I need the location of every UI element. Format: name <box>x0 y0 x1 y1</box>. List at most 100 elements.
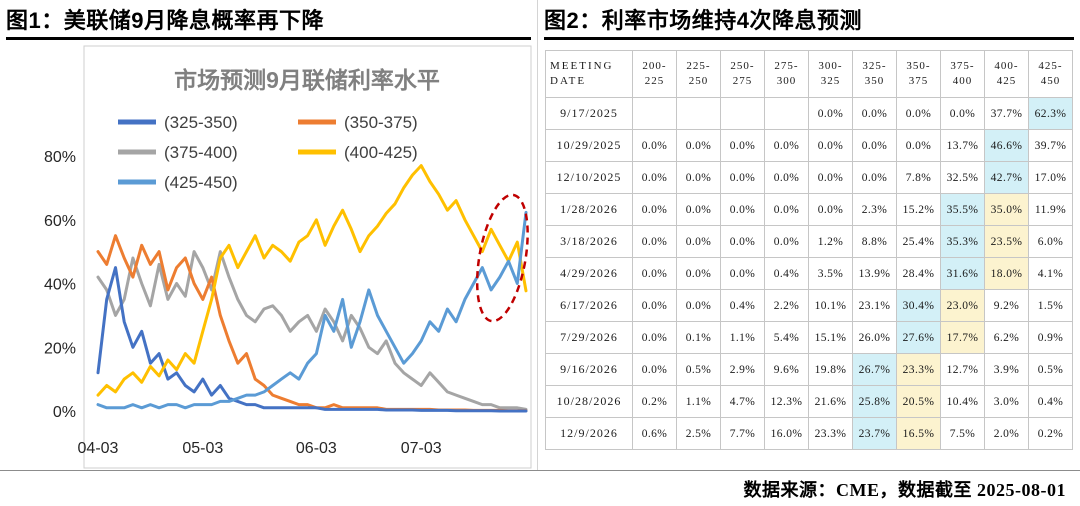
probability-cell: 11.9% <box>1028 193 1073 226</box>
probability-cell: 2.5% <box>676 417 721 450</box>
legend-label: (400-425) <box>344 143 418 162</box>
probability-cell: 19.8% <box>808 353 853 386</box>
table-row: 9/17/2025 0.0% 0.0% 0.0% 0.0% 37.7% 62.3% <box>545 97 1073 130</box>
probability-cell: 18.0% <box>984 257 1029 290</box>
probability-cell <box>764 97 809 130</box>
probability-cell: 20.5% <box>896 385 941 418</box>
probability-cell: 17.0% <box>1028 161 1073 194</box>
probability-cell: 3.5% <box>808 257 853 290</box>
fig2-header: 图2：利率市场维持4次降息预测 <box>544 0 1074 40</box>
legend-label: (350-375) <box>344 113 418 132</box>
probability-cell: 12.7% <box>940 353 985 386</box>
y-axis-tick-label: 40% <box>44 277 76 294</box>
probability-cell: 0.0% <box>632 289 677 322</box>
probability-cell: 0.0% <box>632 257 677 290</box>
probability-cell: 0.0% <box>764 193 809 226</box>
probability-cell: 0.0% <box>720 161 765 194</box>
probability-cell: 0.0% <box>852 97 897 130</box>
probability-cell: 1.2% <box>808 225 853 258</box>
probability-cell: 0.4% <box>1028 385 1073 418</box>
column-header: 225- 250 <box>676 50 721 98</box>
probability-cell: 0.2% <box>632 385 677 418</box>
probability-cell: 23.3% <box>896 353 941 386</box>
probability-cell: 0.0% <box>720 193 765 226</box>
probability-cell: 13.7% <box>940 129 985 162</box>
probability-cell: 17.7% <box>940 321 985 354</box>
probability-cell: 4.7% <box>720 385 765 418</box>
y-axis-tick-label: 80% <box>44 149 76 166</box>
probability-cell: 0.0% <box>676 289 721 322</box>
meeting-date-cell: 9/17/2025 <box>545 97 633 130</box>
probability-cell: 0.0% <box>632 161 677 194</box>
probability-cell: 23.7% <box>852 417 897 450</box>
probability-cell: 23.1% <box>852 289 897 322</box>
probability-cell: 0.0% <box>676 225 721 258</box>
probability-cell: 7.5% <box>940 417 985 450</box>
probability-cell: 3.9% <box>984 353 1029 386</box>
meeting-date-cell: 10/29/2025 <box>545 129 633 162</box>
probability-cell: 13.9% <box>852 257 897 290</box>
probability-cell: 37.7% <box>984 97 1029 130</box>
probability-cell: 4.1% <box>1028 257 1073 290</box>
probability-cell: 0.0% <box>808 129 853 162</box>
probability-cell: 0.0% <box>720 129 765 162</box>
probability-cell: 23.0% <box>940 289 985 322</box>
rate-table-wrap: MEETING DATE 200- 225 225- 250 250- 275 275- 300 3… <box>545 50 1073 450</box>
probability-cell: 3.0% <box>984 385 1029 418</box>
probability-cell: 35.3% <box>940 225 985 258</box>
panel-divider <box>537 0 538 470</box>
probability-cell: 23.3% <box>808 417 853 450</box>
probability-cell: 1.5% <box>1028 289 1073 322</box>
probability-cell: 0.4% <box>764 257 809 290</box>
probability-cell: 2.3% <box>852 193 897 226</box>
fed-rate-probability-chart: 市场预测9月联储利率水平 (325-350) (350-375) (375-400) (… <box>44 45 532 469</box>
column-header: 375- 400 <box>940 50 985 98</box>
table-row: 4/29/2026 0.0% 0.0% 0.0% 0.4% 3.5% 13.9% 28.4% 3… <box>545 257 1073 290</box>
probability-cell: 0.0% <box>852 129 897 162</box>
probability-cell: 27.6% <box>896 321 941 354</box>
meeting-date-header: MEETING DATE <box>545 50 633 98</box>
probability-cell: 31.6% <box>940 257 985 290</box>
column-header: 425- 450 <box>1028 50 1073 98</box>
probability-cell: 0.0% <box>632 129 677 162</box>
probability-cell <box>632 97 677 130</box>
probability-cell: 0.0% <box>764 161 809 194</box>
probability-cell: 0.5% <box>676 353 721 386</box>
legend-label: (325-350) <box>164 113 238 132</box>
probability-cell: 0.0% <box>852 161 897 194</box>
series-line-325-350 <box>96 266 528 413</box>
probability-cell: 0.1% <box>676 321 721 354</box>
probability-cell: 0.0% <box>764 225 809 258</box>
legend-label: (375-400) <box>164 143 238 162</box>
probability-cell: 0.0% <box>632 353 677 386</box>
probability-cell: 25.4% <box>896 225 941 258</box>
probability-cell: 0.6% <box>632 417 677 450</box>
source-note: 数据来源：CME，数据截至 2025-08-01 <box>743 480 1066 500</box>
probability-cell: 39.7% <box>1028 129 1073 162</box>
probability-cell: 1.1% <box>720 321 765 354</box>
highlight-ellipse <box>475 193 529 323</box>
probability-cell: 7.7% <box>720 417 765 450</box>
legend-label: (425-450) <box>164 173 238 192</box>
probability-cell: 0.0% <box>896 129 941 162</box>
probability-cell: 2.0% <box>984 417 1029 450</box>
probability-cell <box>676 97 721 130</box>
meeting-date-cell: 6/17/2026 <box>545 289 633 322</box>
column-header: 400- 425 <box>984 50 1029 98</box>
probability-cell: 16.5% <box>896 417 941 450</box>
meeting-date-cell: 3/18/2026 <box>545 225 633 258</box>
table-row: 12/9/2026 0.6% 2.5% 7.7% 16.0% 23.3% 23.7% 16.5… <box>545 417 1073 450</box>
probability-cell: 0.0% <box>676 161 721 194</box>
meeting-date-cell: 7/29/2026 <box>545 321 633 354</box>
meeting-date-cell: 12/10/2025 <box>545 161 633 194</box>
series-line-400-425 <box>96 164 528 397</box>
probability-cell: 62.3% <box>1028 97 1073 130</box>
table-row: 10/29/2025 0.0% 0.0% 0.0% 0.0% 0.0% 0.0% 0.0% 13… <box>545 129 1073 162</box>
x-axis-tick-label: 04-03 <box>78 440 119 457</box>
probability-cell: 10.4% <box>940 385 985 418</box>
probability-cell: 25.8% <box>852 385 897 418</box>
probability-cell: 0.0% <box>764 129 809 162</box>
probability-cell: 26.7% <box>852 353 897 386</box>
probability-cell: 35.0% <box>984 193 1029 226</box>
probability-cell: 2.2% <box>764 289 809 322</box>
